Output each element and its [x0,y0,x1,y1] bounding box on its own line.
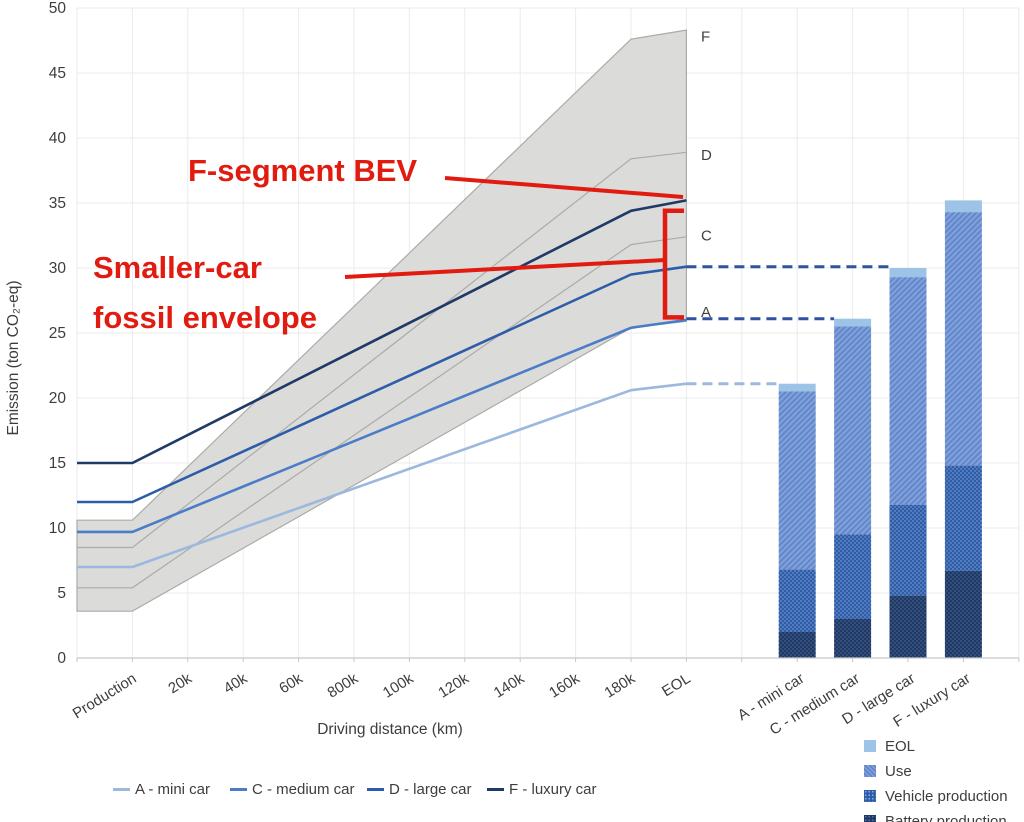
x-tick-label: EOL [659,670,693,700]
y-tick-label: 35 [49,195,66,212]
y-tick-label: 5 [57,585,66,602]
x-tick-label: 140k [491,670,528,702]
segment-letter-F: F [701,29,710,46]
x-tick-label: 160k [546,670,583,702]
y-tick-label: 45 [49,65,66,82]
bar-segment-battery_production [778,632,816,658]
bev-line-D [77,265,687,504]
x-tick-label: Production [70,670,140,722]
bar-segment-use [778,391,816,570]
x-tick-label: 100k [380,670,417,702]
bar-segment-battery_production [834,619,872,658]
bar-segment-battery_production [889,595,927,658]
bar-segment-use [944,212,982,466]
y-axis-title: Emission (ton CO₂-eq) [5,280,22,436]
annotation-smaller-car-fossil-envelope: Smaller-car fossil envelope [93,243,317,343]
bar-legend-swatch-use [864,765,876,777]
y-tick-label: 20 [49,390,67,407]
bar-segment-battery_production [944,570,982,658]
bev-line-C [77,318,687,534]
bar-legend-label: Use [885,762,912,780]
y-tick-label: 25 [49,325,66,342]
bar-legend-label: Vehicle production [885,787,1008,805]
bar-legend-label: EOL [885,737,916,755]
x-tick-label: 800k [325,670,362,702]
bar-segment-eol [834,318,872,327]
y-tick-label: 40 [49,130,67,147]
x-tick-label: 120k [435,670,472,702]
segment-letter-D: D [701,147,712,164]
x-tick-label: 180k [602,670,639,702]
y-tick-label: 10 [49,520,67,537]
bar-segment-eol [944,200,982,213]
annotation-leader-envelope [344,258,666,279]
bar-segment-vehicle_production [889,504,927,596]
fossil-line-C [77,236,687,589]
bar-legend-item: Battery production [864,813,1008,822]
annotation-line-2: fossil envelope [93,300,317,335]
fossil-line-D [77,151,687,549]
x-tick-label: 60k [276,670,306,697]
segment-letter-C: C [701,228,712,245]
bar-segment-use [834,326,872,535]
bar-segment-vehicle_production [834,534,872,619]
segment-letter-A: A [701,304,711,321]
bar-legend-item: EOL [864,737,1008,755]
x-tick-label: 40k [221,670,251,697]
bar-legend-swatch-battery [864,815,876,822]
bar-legend-item: Use [864,762,1008,780]
bar-segment-vehicle_production [944,465,982,571]
bar-legend: EOL Use Vehicle production Battery producti… [864,738,1008,822]
bar-segment-vehicle_production [778,569,816,632]
y-tick-label: 0 [57,650,66,667]
x-tick-label: 20k [165,670,195,697]
y-tick-label: 30 [49,260,67,277]
y-tick-label: 15 [49,455,66,472]
annotation-leader-f-segment [444,176,684,199]
bar-segment-eol [778,383,816,392]
annotation-f-segment-bev: F-segment BEV [188,153,418,188]
bar-legend-swatch-eol [864,740,876,752]
bar-segment-eol [889,268,927,278]
annotation-bracket [662,208,684,320]
x-axis-title: Driving distance (km) [317,721,463,738]
annotation-line-1: Smaller-car [93,250,262,285]
bev-line-F [77,199,687,465]
bar-legend-label: Battery production [885,812,1007,822]
bar-legend-item: Vehicle production [864,787,1008,805]
bar-legend-swatch-vehicle [864,790,876,802]
bev-line-A [77,382,687,569]
bar-segment-use [889,277,927,505]
y-tick-label: 50 [49,0,67,17]
